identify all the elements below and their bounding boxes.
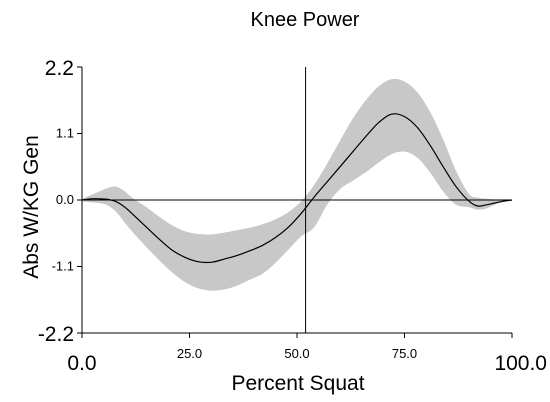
y-tick-label: 1.1	[56, 126, 74, 141]
x-tick-label: 100.0	[494, 352, 547, 375]
chart-title: Knee Power	[251, 9, 360, 31]
y-tick-label: 2.2	[45, 57, 74, 80]
plot-area: 2.2 1.1 0.0 -1.1 -2.2 0.0 25.0 50.0 75.0 100.0	[38, 57, 547, 375]
x-axis-label: Percent Squat	[231, 372, 364, 395]
x-tick-label: 0.0	[67, 352, 96, 375]
mean-curve	[81, 113, 513, 264]
y-tick-label: -1.1	[52, 259, 74, 274]
x-tick-label: 25.0	[177, 346, 202, 361]
sd-band	[82, 78, 512, 291]
y-tick-label: 0.0	[56, 192, 74, 207]
x-tick-label: 75.0	[392, 346, 417, 361]
y-tick-label: -2.2	[38, 323, 74, 346]
y-axis-label: Abs W/KG Gen	[20, 135, 43, 279]
x-tick-label: 50.0	[284, 346, 309, 361]
